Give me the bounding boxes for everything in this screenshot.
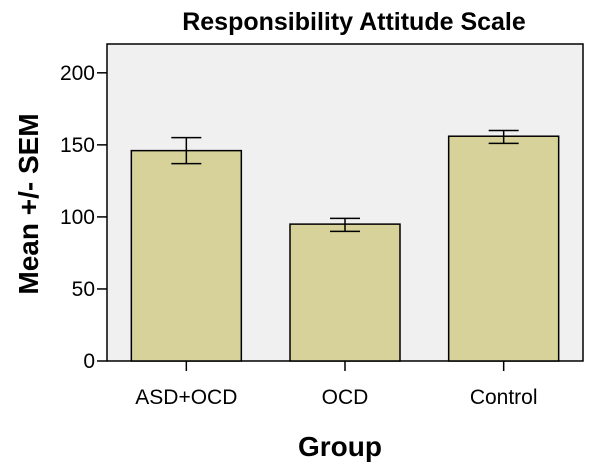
x-tick-label: ASD+OCD bbox=[135, 386, 237, 409]
bar-control bbox=[447, 135, 560, 362]
x-tick-label: OCD bbox=[322, 386, 369, 409]
x-axis: ASD+OCD OCD Control bbox=[135, 361, 538, 409]
x-tick-label: Control bbox=[470, 386, 538, 409]
bar-ocd bbox=[289, 223, 401, 362]
error-bar bbox=[330, 217, 360, 233]
bar-asd-ocd bbox=[130, 149, 243, 362]
y-tick-label: 100 bbox=[60, 206, 95, 229]
y-tick-label: 200 bbox=[60, 62, 95, 85]
error-bar bbox=[488, 129, 519, 145]
y-tick-label: 0 bbox=[83, 350, 95, 373]
error-bar bbox=[171, 136, 202, 165]
bars bbox=[130, 129, 560, 362]
y-axis-title: Mean +/- SEM bbox=[13, 113, 44, 294]
y-tick-label: 150 bbox=[60, 134, 95, 157]
y-axis: 0 50 100 150 200 bbox=[60, 62, 107, 373]
x-axis-title: Group bbox=[298, 431, 382, 462]
y-tick-label: 50 bbox=[72, 278, 95, 301]
chart-title: Responsibility Attitude Scale bbox=[182, 8, 526, 36]
